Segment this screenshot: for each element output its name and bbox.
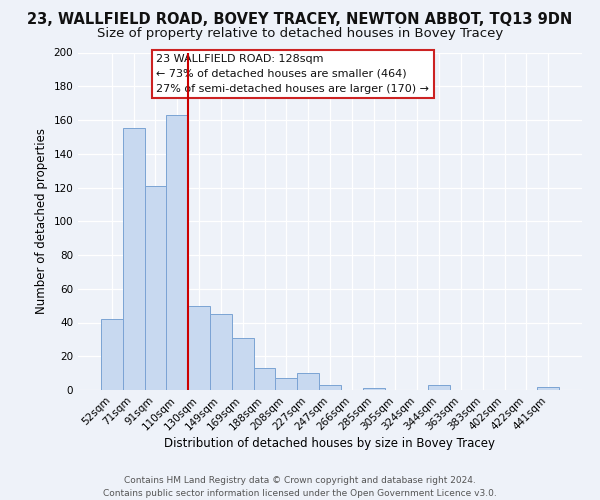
Bar: [232, 338, 254, 390]
Bar: [145, 186, 166, 390]
Bar: [101, 319, 123, 390]
Bar: [123, 128, 145, 390]
Text: Contains HM Land Registry data © Crown copyright and database right 2024.
Contai: Contains HM Land Registry data © Crown c…: [103, 476, 497, 498]
Bar: [297, 373, 319, 390]
Bar: [210, 314, 232, 390]
Bar: [428, 385, 450, 390]
Bar: [254, 368, 275, 390]
Text: Size of property relative to detached houses in Bovey Tracey: Size of property relative to detached ho…: [97, 28, 503, 40]
Bar: [319, 385, 341, 390]
Bar: [188, 306, 210, 390]
Text: 23 WALLFIELD ROAD: 128sqm
← 73% of detached houses are smaller (464)
27% of semi: 23 WALLFIELD ROAD: 128sqm ← 73% of detac…: [156, 54, 429, 94]
Bar: [363, 388, 385, 390]
Bar: [537, 386, 559, 390]
Bar: [166, 115, 188, 390]
Text: 23, WALLFIELD ROAD, BOVEY TRACEY, NEWTON ABBOT, TQ13 9DN: 23, WALLFIELD ROAD, BOVEY TRACEY, NEWTON…: [28, 12, 572, 28]
Y-axis label: Number of detached properties: Number of detached properties: [35, 128, 48, 314]
X-axis label: Distribution of detached houses by size in Bovey Tracey: Distribution of detached houses by size …: [164, 438, 496, 450]
Bar: [275, 378, 297, 390]
